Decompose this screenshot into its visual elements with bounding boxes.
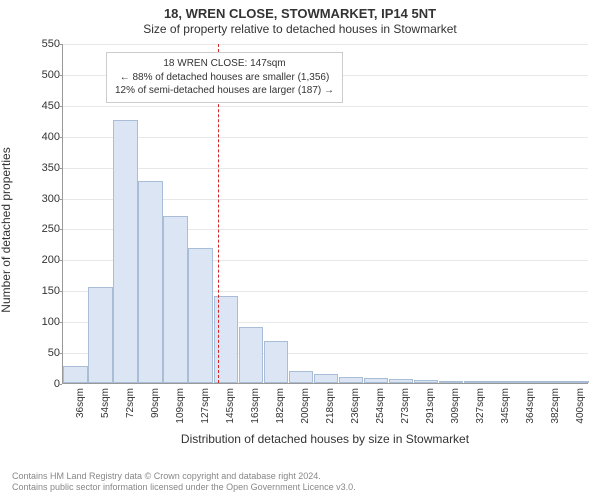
x-tick-label: 90sqm [150, 388, 161, 432]
y-tick-label: 0 [24, 378, 60, 390]
x-tick-label: 309sqm [450, 388, 461, 432]
histogram-bar [188, 248, 213, 383]
grid-line [63, 137, 588, 138]
y-tick-label: 550 [24, 38, 60, 50]
x-tick-label: 72sqm [125, 388, 136, 432]
y-tick-mark [58, 106, 62, 107]
grid-line [63, 106, 588, 107]
x-tick-label: 218sqm [325, 388, 336, 432]
y-tick-mark [58, 168, 62, 169]
chart-container: 18, WREN CLOSE, STOWMARKET, IP14 5NT Siz… [0, 0, 600, 500]
y-tick-label: 300 [24, 193, 60, 205]
x-tick-label: 109sqm [175, 388, 186, 432]
y-tick-label: 350 [24, 162, 60, 174]
annotation-line-1: 18 WREN CLOSE: 147sqm [115, 57, 334, 71]
x-tick-label: 182sqm [275, 388, 286, 432]
y-tick-mark [58, 353, 62, 354]
histogram-bar [138, 181, 163, 383]
y-tick-label: 400 [24, 131, 60, 143]
histogram-bar [564, 381, 589, 383]
y-tick-label: 200 [24, 254, 60, 266]
histogram-bar [539, 381, 564, 383]
y-tick-mark [58, 229, 62, 230]
histogram-bar [314, 374, 339, 383]
x-tick-label: 382sqm [550, 388, 561, 432]
x-tick-label: 163sqm [250, 388, 261, 432]
x-tick-label: 327sqm [475, 388, 486, 432]
y-tick-mark [58, 384, 62, 385]
y-tick-label: 150 [24, 285, 60, 297]
x-tick-label: 291sqm [425, 388, 436, 432]
histogram-bar [489, 381, 514, 383]
annotation-line-3: 12% of semi-detached houses are larger (… [115, 84, 334, 98]
histogram-bar [289, 371, 314, 383]
y-tick-label: 500 [24, 69, 60, 81]
y-tick-mark [58, 75, 62, 76]
y-tick-mark [58, 291, 62, 292]
footer-line-1: Contains HM Land Registry data © Crown c… [12, 471, 588, 483]
x-tick-label: 345sqm [500, 388, 511, 432]
x-tick-label: 236sqm [350, 388, 361, 432]
x-tick-label: 273sqm [400, 388, 411, 432]
x-tick-label: 54sqm [100, 388, 111, 432]
y-tick-mark [58, 199, 62, 200]
annotation-line-2: ← 88% of detached houses are smaller (1,… [115, 71, 334, 85]
histogram-bar [264, 341, 289, 383]
histogram-bar [514, 381, 539, 383]
histogram-bar [339, 377, 364, 383]
histogram-bar [389, 379, 414, 383]
y-tick-label: 100 [24, 316, 60, 328]
footer-attribution: Contains HM Land Registry data © Crown c… [12, 471, 588, 494]
histogram-bar [439, 381, 464, 383]
x-tick-label: 254sqm [375, 388, 386, 432]
grid-line [63, 44, 588, 45]
histogram-bar [464, 381, 489, 383]
grid-line [63, 168, 588, 169]
chart-title-main: 18, WREN CLOSE, STOWMARKET, IP14 5NT [0, 6, 600, 21]
x-tick-label: 400sqm [575, 388, 586, 432]
x-axis-label: Distribution of detached houses by size … [62, 432, 588, 446]
y-tick-label: 450 [24, 100, 60, 112]
y-tick-mark [58, 322, 62, 323]
chart-title-sub: Size of property relative to detached ho… [0, 22, 600, 36]
x-tick-label: 364sqm [525, 388, 536, 432]
y-tick-mark [58, 260, 62, 261]
y-tick-label: 250 [24, 223, 60, 235]
x-tick-label: 36sqm [75, 388, 86, 432]
footer-line-2: Contains public sector information licen… [12, 482, 588, 494]
histogram-bar [239, 327, 264, 383]
annotation-box: 18 WREN CLOSE: 147sqm ← 88% of detached … [106, 52, 343, 103]
histogram-bar [364, 378, 389, 383]
histogram-bar [88, 287, 113, 383]
histogram-bar [414, 380, 439, 383]
histogram-bar [113, 120, 138, 383]
y-tick-mark [58, 44, 62, 45]
histogram-bar [63, 366, 88, 383]
y-tick-mark [58, 137, 62, 138]
x-tick-label: 145sqm [225, 388, 236, 432]
x-tick-label: 127sqm [200, 388, 211, 432]
histogram-bar [163, 216, 188, 383]
y-tick-label: 50 [24, 347, 60, 359]
histogram-bar [214, 296, 239, 383]
x-tick-label: 200sqm [300, 388, 311, 432]
